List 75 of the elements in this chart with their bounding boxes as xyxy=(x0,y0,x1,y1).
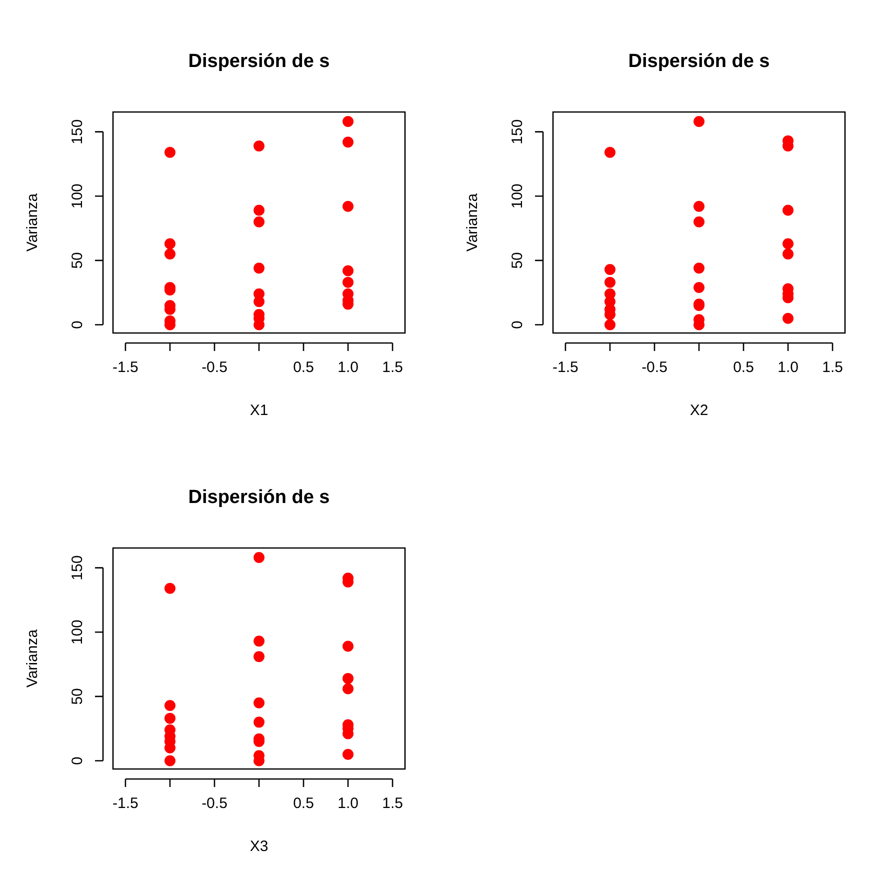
y-tick-label: 100 xyxy=(509,184,526,209)
x-tick-label: -0.5 xyxy=(202,359,228,376)
x-tick-label: 1.5 xyxy=(382,795,403,812)
x-tick-label: 1.0 xyxy=(338,359,358,376)
x-tick-label: 1.5 xyxy=(822,359,843,376)
x-tick-label: 1.0 xyxy=(778,359,798,376)
x-axis-title: X2 xyxy=(690,402,708,420)
y-tick-label: 100 xyxy=(69,184,86,209)
y-axis-title: Varianza xyxy=(24,192,42,252)
point xyxy=(342,265,354,276)
x-tick-label: 0.5 xyxy=(293,359,314,376)
point xyxy=(782,248,794,260)
x-tick-label: -0.5 xyxy=(642,359,668,376)
y-tick-label: 0 xyxy=(69,756,86,765)
y-tick-label: 0 xyxy=(509,320,526,329)
point xyxy=(254,204,264,216)
y-tick-label: 150 xyxy=(509,119,526,144)
point xyxy=(694,282,704,293)
point xyxy=(342,748,354,760)
point xyxy=(254,636,264,647)
x-axis-title: X3 xyxy=(250,838,268,856)
y-tick-label: 150 xyxy=(69,119,86,144)
chart-title: Dispersión de s xyxy=(628,51,770,72)
y-tick-label: 0 xyxy=(69,320,86,329)
chart-title: Dispersión de s xyxy=(188,487,330,508)
point xyxy=(694,116,704,128)
point xyxy=(164,146,176,158)
point xyxy=(342,683,354,694)
point xyxy=(604,319,616,330)
point xyxy=(782,238,794,250)
x-tick-label: -1.5 xyxy=(112,359,138,376)
point xyxy=(342,200,354,212)
point xyxy=(254,296,264,308)
x-tick-label: 0.5 xyxy=(733,359,754,376)
x-tick-label: 0.5 xyxy=(293,795,314,812)
point xyxy=(342,116,354,128)
y-axis-title: Varianza xyxy=(464,192,482,252)
point xyxy=(342,136,354,148)
x-tick-label: 1.0 xyxy=(338,795,358,812)
point xyxy=(164,712,176,724)
point xyxy=(694,216,704,228)
x-tick-label: -1.5 xyxy=(552,359,578,376)
point xyxy=(164,755,176,766)
point xyxy=(782,204,794,216)
point xyxy=(604,276,616,288)
y-tick-label: 50 xyxy=(69,688,86,705)
y-tick-label: 50 xyxy=(509,252,526,269)
point xyxy=(164,248,176,260)
x-tick-label: -1.5 xyxy=(112,795,138,812)
point xyxy=(254,716,264,728)
y-axis-title: Varianza xyxy=(24,628,42,688)
point xyxy=(694,200,704,212)
y-tick-label: 150 xyxy=(69,555,86,580)
chart-title: Dispersión de s xyxy=(188,51,330,72)
point xyxy=(254,140,264,152)
point xyxy=(782,312,794,324)
point xyxy=(254,552,264,564)
point xyxy=(342,640,354,652)
point xyxy=(164,582,176,594)
point xyxy=(164,238,176,250)
point xyxy=(694,262,704,274)
x-axis-title: X1 xyxy=(250,402,268,420)
point xyxy=(254,262,264,274)
point xyxy=(254,216,264,228)
point xyxy=(164,700,176,711)
point xyxy=(604,146,616,158)
y-tick-label: 100 xyxy=(69,620,86,645)
point xyxy=(342,672,354,684)
y-tick-label: 50 xyxy=(69,252,86,269)
point xyxy=(254,651,264,662)
point xyxy=(342,276,354,288)
point xyxy=(254,697,264,708)
x-tick-label: 1.5 xyxy=(382,359,403,376)
x-tick-label: -0.5 xyxy=(202,795,228,812)
point xyxy=(604,264,616,275)
